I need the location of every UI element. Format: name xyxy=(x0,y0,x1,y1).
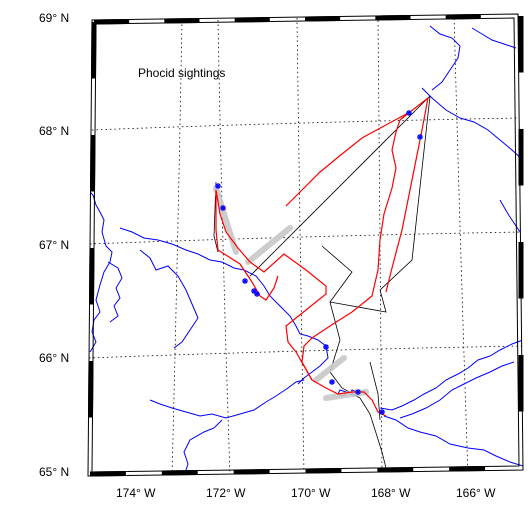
map-title: Phocid sightings xyxy=(138,66,225,80)
sighting-marker-4 xyxy=(220,205,226,211)
lon-label-170: 170° W xyxy=(291,486,331,500)
frame-top-2 xyxy=(164,18,200,24)
lat-label-68: 68° N xyxy=(39,124,69,138)
frame-segments xyxy=(88,14,524,477)
highlight-segment-2 xyxy=(245,225,293,265)
cruise-segment-inlet xyxy=(213,181,219,253)
frame-bottom-8 xyxy=(377,467,414,473)
coastline-seward-inner xyxy=(399,361,515,419)
sighting-marker-7 xyxy=(254,291,260,297)
coastline-alaska-east xyxy=(429,25,461,91)
frame-top-0 xyxy=(93,19,130,25)
frame-bottom-2 xyxy=(161,470,198,476)
coastline-alaska-ne xyxy=(471,27,517,49)
highlight-segment-3 xyxy=(313,355,347,383)
sighting-marker-5 xyxy=(242,278,248,284)
sighting-marker-1 xyxy=(406,110,412,116)
coastline-chukotka-bay xyxy=(139,249,199,349)
coastline xyxy=(88,25,523,476)
frame-top-10 xyxy=(445,14,481,20)
sighting-marker-9 xyxy=(329,379,335,385)
coastline-kotzebue xyxy=(499,199,523,237)
frame-bottom-4 xyxy=(233,469,270,475)
sighting-marker-11 xyxy=(379,409,385,415)
coastline-chukotka-cape xyxy=(183,419,223,476)
coastline-chukotka-north xyxy=(119,227,329,385)
cruise-segment-main xyxy=(249,95,431,277)
grid-lon-174 xyxy=(171,19,183,476)
lon-label-172: 172° W xyxy=(206,486,246,500)
lon-label-174: 174° W xyxy=(116,486,156,500)
track-path-west xyxy=(215,189,327,381)
map-frame-fill xyxy=(88,14,523,476)
map-frame xyxy=(87,13,524,477)
sighting-marker-8 xyxy=(323,344,329,350)
coastline-seward-south xyxy=(383,415,523,467)
grid-lat-67 xyxy=(89,231,522,245)
coastline-chukotka-inlet xyxy=(107,261,123,323)
frame-left-4 xyxy=(89,247,95,305)
frame-top-8 xyxy=(375,15,411,21)
track-path-north xyxy=(385,97,429,293)
grid-lat-66 xyxy=(88,345,523,359)
frame-left-6 xyxy=(88,360,94,418)
sighting-markers xyxy=(215,110,423,415)
sighting-marker-6 xyxy=(251,288,257,294)
lat-label-69: 69° N xyxy=(39,11,69,25)
sighting-marker-10 xyxy=(355,389,361,395)
grid-lat-68 xyxy=(91,117,521,131)
cruise-line xyxy=(213,95,431,476)
sighting-marker-3 xyxy=(215,183,221,189)
cruise-segment-spur xyxy=(369,361,381,421)
map-labels: Phocid sightings 69° N 68° N 67° N 66° N… xyxy=(39,11,496,500)
coastline-chukotka-south xyxy=(149,379,305,419)
ship-track xyxy=(215,97,429,417)
frame-left-0 xyxy=(91,21,97,79)
track-path xyxy=(301,97,429,417)
lat-label-65: 65° N xyxy=(39,465,69,479)
frame-left-2 xyxy=(90,134,96,192)
cruise-segment-offshore xyxy=(321,95,431,313)
sighting-marker-2 xyxy=(417,134,423,140)
lat-label-67: 67° N xyxy=(39,238,69,252)
frame-top-4 xyxy=(234,17,270,23)
coastline-alaska-north xyxy=(421,87,523,161)
grid-lon-172 xyxy=(217,19,231,476)
frame-outline-inner xyxy=(91,17,520,473)
frame-top-6 xyxy=(304,16,341,22)
frame-bottom-0 xyxy=(89,471,126,477)
map-content xyxy=(88,14,523,476)
coastline-seward xyxy=(379,339,523,411)
frame-bottom-10 xyxy=(449,466,486,472)
grid-lon-170 xyxy=(296,17,305,476)
lon-label-166: 166° W xyxy=(456,486,496,500)
frame-bottom-6 xyxy=(305,468,342,474)
track-path-east xyxy=(285,111,411,207)
lat-label-66: 66° N xyxy=(39,351,69,365)
lon-label-168: 168° W xyxy=(371,486,411,500)
